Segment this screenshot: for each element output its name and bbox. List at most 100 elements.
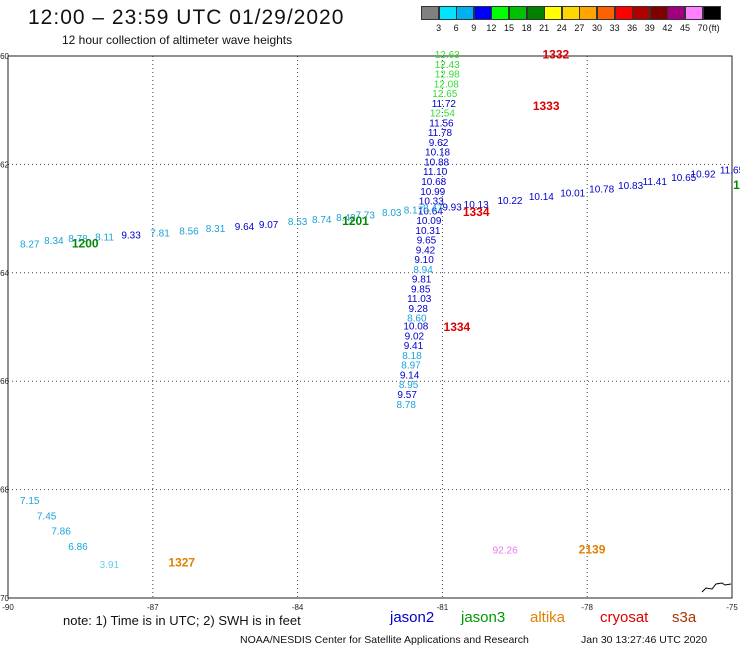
wave-height-label: 10.09 — [416, 216, 441, 227]
x-tick-label: -78 — [581, 603, 593, 612]
wave-height-label: 9.81 — [412, 275, 432, 286]
wave-height-label: 6.86 — [68, 542, 88, 553]
wave-height-label: 3.91 — [100, 560, 120, 571]
x-tick-label: -90 — [2, 603, 14, 612]
wave-height-label: 9.10 — [414, 255, 434, 266]
wave-height-label: 8.31 — [206, 224, 226, 235]
wave-height-label: 8.17 — [404, 206, 424, 217]
credit-line: NOAA/NESDIS Center for Satellite Applica… — [240, 634, 529, 646]
wave-height-label: 7.81 — [150, 228, 170, 239]
wave-height-label: 12.98 — [435, 70, 460, 81]
colorbar-swatch — [649, 6, 668, 20]
wave-height-label: 9.62 — [429, 138, 449, 149]
wave-height-label: 11.56 — [429, 118, 454, 129]
wave-height-label: 10.08 — [403, 322, 428, 333]
x-tick-label: -87 — [147, 603, 159, 612]
wave-height-label: 11.03 — [407, 294, 432, 305]
legend-item-jason2: jason2 — [390, 609, 435, 626]
wave-height-label: 10.83 — [618, 181, 643, 192]
colorbar-tick-label: 70 — [697, 23, 708, 33]
wave-height-label: 8.42 — [336, 213, 356, 224]
pass-time-label: 1202 — [733, 178, 740, 192]
colorbar-tick-label: 18 — [521, 23, 532, 33]
colorbar-tick-label: 33 — [609, 23, 620, 33]
colorbar-tick-label: 9 — [471, 23, 477, 33]
wave-height-label: 9.14 — [400, 370, 420, 381]
wave-height-label: 8.78 — [68, 234, 88, 245]
colorbar-swatch — [509, 6, 528, 20]
wave-height-label: 10.88 — [424, 157, 449, 168]
pass-time-label: 2139 — [579, 543, 606, 557]
colorbar-tick-label: 27 — [574, 23, 585, 33]
wave-height-label: 10.92 — [691, 169, 716, 180]
map-subtitle: 12 hour collection of altimeter wave hei… — [62, 33, 293, 47]
wave-height-label: 8.95 — [399, 380, 419, 391]
pass-time-label: 1200 — [72, 236, 99, 250]
colorbar-tick-label: 42 — [662, 23, 673, 33]
wave-height-label: 9.41 — [404, 341, 424, 352]
wave-height-label: 7.73 — [355, 211, 375, 222]
credit-timestamp: Jan 30 13:27:46 UTC 2020 — [581, 634, 708, 646]
legend-item-altika: altika — [530, 609, 566, 626]
wave-height-label: 10.01 — [560, 188, 585, 199]
wave-height-label: 10.14 — [529, 192, 554, 203]
coastline — [701, 582, 732, 593]
colorbar-swatch — [632, 6, 651, 20]
wave-height-label: 11.10 — [423, 167, 448, 178]
wave-height-label: 8.97 — [401, 361, 421, 372]
y-tick-label: -68 — [0, 486, 10, 495]
wave-height-label: 12.54 — [430, 109, 455, 120]
wave-height-label: 8.03 — [382, 208, 402, 219]
wave-height-label: 12.65 — [432, 89, 457, 100]
colorbar-swatch — [421, 6, 440, 20]
y-tick-label: -62 — [0, 160, 10, 169]
x-tick-label: -84 — [292, 603, 304, 612]
colorbar-swatch — [526, 6, 545, 20]
wave-height-label: 9.33 — [121, 231, 141, 242]
colorbar-tick-label: 3 — [436, 23, 442, 33]
colorbar-swatch — [473, 6, 492, 20]
wave-height-label: 8.56 — [179, 226, 199, 237]
wave-height-label: 12.43 — [435, 60, 460, 71]
y-tick-label: -66 — [0, 377, 10, 386]
wave-height-label: 9.07 — [259, 220, 279, 231]
wave-height-label: 8.74 — [312, 215, 332, 226]
colorbar-swatch — [667, 6, 686, 20]
colorbar-swatch — [456, 6, 475, 20]
wave-height-label: 10.18 — [425, 148, 450, 159]
footnote: note: 1) Time is in UTC; 2) SWH is in fe… — [63, 613, 301, 628]
wave-height-label: 8.34 — [44, 236, 64, 247]
wave-height-label: 10.99 — [420, 187, 445, 198]
wave-height-label: 9.57 — [397, 390, 417, 401]
wave-height-label: 10.68 — [421, 177, 446, 188]
wave-height-label: 9.02 — [405, 331, 425, 342]
wave-height-label: 9.65 — [417, 236, 437, 247]
x-tick-label: -81 — [437, 603, 449, 612]
wave-height-label: 8.47 — [423, 204, 443, 215]
wave-height-label: 8.78 — [396, 400, 416, 411]
wave-height-label: 7.15 — [20, 496, 40, 507]
colorbar-swatch — [438, 6, 457, 20]
wave-height-label: 10.65 — [671, 173, 696, 184]
colorbar-tick-label: 21 — [539, 23, 550, 33]
wave-height-label: 7.45 — [37, 511, 57, 522]
colorbar-swatch — [597, 6, 616, 20]
y-tick-label: -70 — [0, 594, 10, 603]
wave-height-label: 9.28 — [409, 304, 429, 315]
pass-time-label: 1201 — [342, 214, 369, 228]
colorbar-tick-label: 39 — [644, 23, 655, 33]
wave-height-label: 9.85 — [411, 284, 431, 295]
pass-time-label: 1334 — [463, 205, 490, 219]
wave-height-label: 8.94 — [413, 265, 433, 276]
legend-item-jason3: jason3 — [461, 609, 506, 626]
legend-item-s3a: s3a — [672, 609, 697, 626]
colorbar-swatch — [544, 6, 563, 20]
wave-height-label: 10.78 — [589, 185, 614, 196]
wave-height-label: 10.33 — [419, 197, 444, 208]
wave-height-label: 11.78 — [428, 128, 453, 139]
y-tick-label: -60 — [0, 52, 10, 61]
wave-height-label: 12.08 — [434, 79, 459, 90]
wave-height-label: 7.86 — [51, 527, 71, 538]
